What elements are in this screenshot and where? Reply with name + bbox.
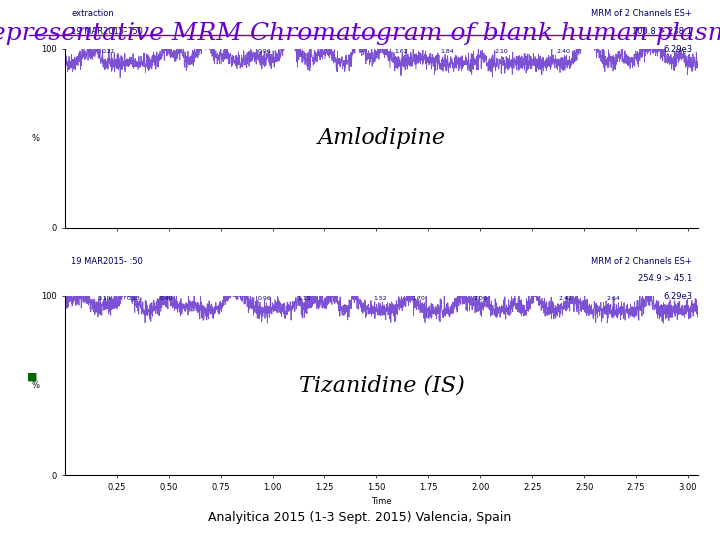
Text: 254.9 > 45.1: 254.9 > 45.1 [638, 274, 692, 284]
Text: 1.52: 1.52 [374, 296, 387, 301]
Text: 1.84: 1.84 [440, 49, 454, 54]
Text: 2.64: 2.64 [606, 296, 620, 301]
Y-axis label: %: % [32, 134, 40, 143]
X-axis label: Time: Time [372, 497, 392, 507]
Text: Amlodipine: Amlodipine [318, 127, 446, 149]
Text: 19 MAR2015- :50: 19 MAR2015- :50 [71, 256, 143, 266]
Text: 2.00: 2.00 [474, 296, 487, 301]
Text: 19 MAR2015- :50: 19 MAR2015- :50 [71, 27, 143, 36]
Text: 100.8 > 238.1: 100.8 > 238.1 [632, 27, 692, 36]
Text: 0.21: 0.21 [102, 49, 115, 54]
Text: 1.62: 1.62 [395, 49, 408, 54]
Text: 0.33: 0.33 [127, 296, 140, 301]
Text: 6.29e3: 6.29e3 [663, 45, 692, 54]
Text: 0.96: 0.96 [257, 49, 271, 54]
Text: MRM of 2 Channels ES+: MRM of 2 Channels ES+ [591, 9, 692, 18]
Text: 2.10: 2.10 [494, 49, 508, 54]
Text: Analyitica 2015 (1-3 Sept. 2015) Valencia, Spain: Analyitica 2015 (1-3 Sept. 2015) Valenci… [208, 511, 512, 524]
Text: 2.41: 2.41 [559, 296, 572, 301]
Text: extraction: extraction [71, 9, 114, 18]
Text: 1.70: 1.70 [411, 296, 425, 301]
Text: 0.19: 0.19 [97, 296, 111, 301]
Text: ■: ■ [27, 372, 37, 382]
Text: 6.29e3: 6.29e3 [663, 292, 692, 301]
Text: 0.49: 0.49 [160, 296, 174, 301]
Text: Representative MRM Chromatogram of blank human plasma: Representative MRM Chromatogram of blank… [0, 22, 720, 45]
Text: 2.40: 2.40 [557, 49, 570, 54]
Text: MRM of 2 Channels ES+: MRM of 2 Channels ES+ [591, 256, 692, 266]
Text: Tizanidine (IS): Tizanidine (IS) [299, 375, 464, 396]
Y-axis label: %: % [32, 381, 40, 390]
Text: 0.96: 0.96 [257, 296, 271, 301]
Text: 1.15: 1.15 [297, 296, 310, 301]
